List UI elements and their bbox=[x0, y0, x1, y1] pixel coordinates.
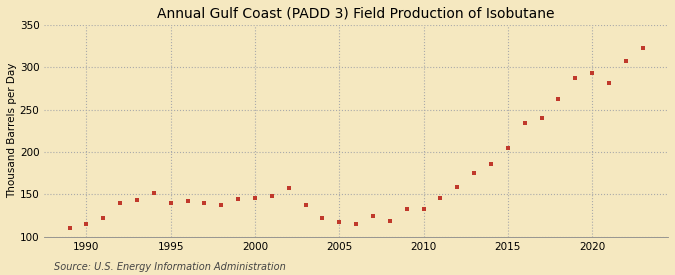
Point bbox=[368, 213, 379, 218]
Point bbox=[587, 71, 597, 75]
Point bbox=[199, 200, 210, 205]
Point bbox=[637, 46, 648, 50]
Point bbox=[81, 222, 92, 226]
Point bbox=[267, 194, 277, 198]
Point bbox=[334, 220, 345, 224]
Point bbox=[182, 199, 193, 203]
Point bbox=[233, 197, 244, 202]
Y-axis label: Thousand Barrels per Day: Thousand Barrels per Day bbox=[7, 63, 17, 199]
Point bbox=[317, 216, 328, 220]
Point bbox=[216, 203, 227, 208]
Point bbox=[536, 116, 547, 120]
Point bbox=[553, 97, 564, 101]
Point bbox=[469, 171, 480, 175]
Point bbox=[385, 219, 396, 224]
Point bbox=[64, 226, 75, 230]
Point bbox=[418, 207, 429, 211]
Point bbox=[603, 80, 614, 85]
Point bbox=[300, 203, 311, 208]
Point bbox=[132, 198, 142, 202]
Point bbox=[452, 185, 463, 189]
Point bbox=[284, 186, 294, 191]
Point bbox=[98, 216, 109, 220]
Point bbox=[519, 121, 530, 125]
Point bbox=[485, 162, 496, 166]
Point bbox=[402, 207, 412, 211]
Point bbox=[620, 59, 631, 64]
Title: Annual Gulf Coast (PADD 3) Field Production of Isobutane: Annual Gulf Coast (PADD 3) Field Product… bbox=[157, 7, 555, 21]
Point bbox=[351, 222, 362, 226]
Point bbox=[435, 196, 446, 200]
Text: Source: U.S. Energy Information Administration: Source: U.S. Energy Information Administ… bbox=[54, 262, 286, 272]
Point bbox=[570, 76, 580, 81]
Point bbox=[165, 200, 176, 205]
Point bbox=[502, 145, 513, 150]
Point bbox=[250, 196, 261, 200]
Point bbox=[115, 200, 126, 205]
Point bbox=[148, 191, 159, 196]
